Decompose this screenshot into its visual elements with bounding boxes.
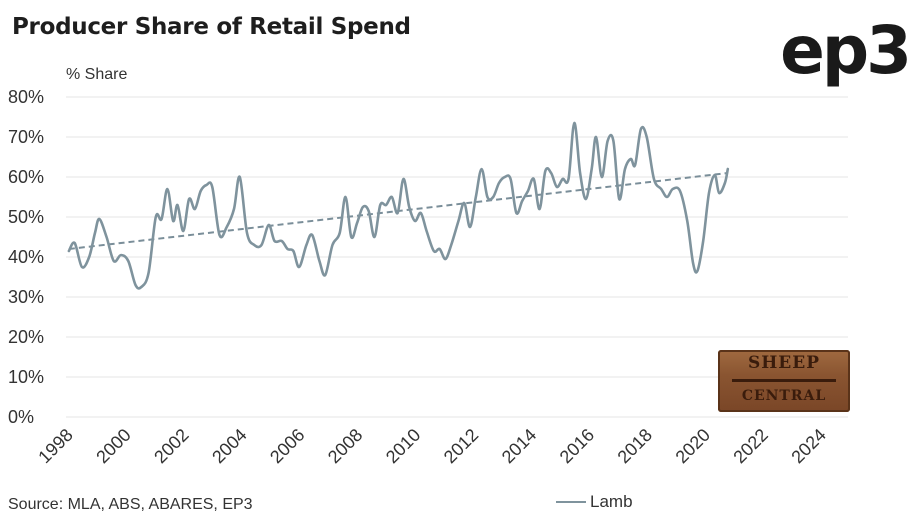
plot-area: [67, 121, 730, 290]
source-note: Source: MLA, ABS, ABARES, EP3: [8, 496, 253, 513]
x-tick-label: 2018: [614, 425, 656, 467]
y-tick-label: 0%: [8, 407, 34, 427]
x-tick-label: 2002: [150, 425, 192, 467]
y-tick-label: 80%: [8, 87, 44, 107]
badge-line1: SHEEP: [747, 353, 821, 373]
y-tick-label: 10%: [8, 367, 44, 387]
ep3-logo: ep3: [780, 12, 912, 89]
x-tick-label: 2024: [787, 425, 829, 467]
y-tick-labels: 0% 10% 20% 30% 40% 50% 60% 70% 80%: [8, 87, 44, 427]
badge-line2: CENTRAL: [741, 388, 827, 404]
y-tick-label: 20%: [8, 327, 44, 347]
legend: Lamb: [556, 492, 633, 512]
x-tick-label: 2012: [440, 425, 482, 467]
x-tick-label: 1998: [34, 425, 76, 467]
y-tick-label: 60%: [8, 167, 44, 187]
badge-divider: [732, 379, 836, 382]
legend-lamb-swatch: [556, 501, 586, 503]
chart-title: Producer Share of Retail Spend: [12, 14, 411, 40]
x-tick-label: 2004: [208, 425, 250, 467]
y-axis-unit-label: % Share: [66, 66, 128, 83]
x-tick-label: 2000: [92, 425, 134, 467]
x-tick-label: 2022: [729, 425, 771, 467]
x-tick-labels: 1998 2000 2002 2004 2006 2008 2010 2012 2014 2016…: [34, 425, 829, 467]
legend-lamb-label: Lamb: [590, 492, 633, 511]
x-tick-label: 2010: [382, 425, 424, 467]
series-line-lamb: [67, 121, 730, 290]
x-tick-label: 2008: [324, 425, 366, 467]
y-tick-label: 50%: [8, 207, 44, 227]
x-tick-label: 2020: [672, 425, 714, 467]
y-tick-label: 70%: [8, 127, 44, 147]
x-tick-label: 2006: [266, 425, 308, 467]
x-tick-label: 2014: [498, 425, 540, 467]
y-tick-label: 30%: [8, 287, 44, 307]
gridlines: [66, 96, 848, 418]
y-tick-label: 40%: [8, 247, 44, 267]
x-tick-label: 2016: [556, 425, 598, 467]
sheep-central-badge: SHEEP CENTRAL: [718, 350, 850, 412]
